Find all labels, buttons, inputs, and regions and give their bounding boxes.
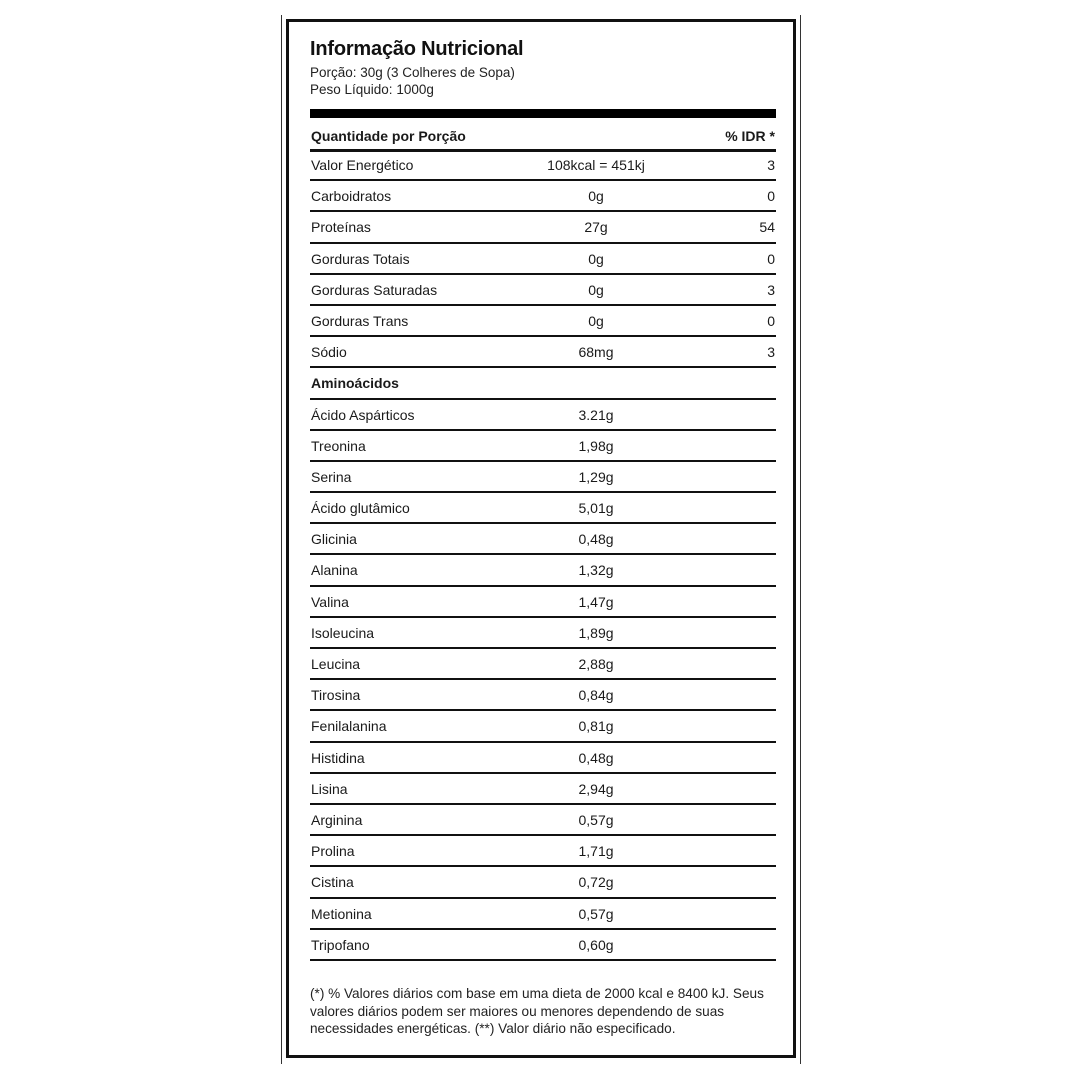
nutrient-amount: 0g (588, 250, 604, 267)
net-weight-text: Peso Líquido: 1000g (310, 82, 434, 97)
nutrient-amount: 0,72g (578, 874, 614, 891)
nutrient-amount: 2,94g (578, 780, 614, 797)
header-quantity: Quantidade por Porção (311, 128, 466, 144)
table-row: Glicinia 0,48g (310, 524, 776, 556)
nutrient-name: Ácido Aspárticos (311, 406, 415, 423)
nutrient-name: Metionina (311, 905, 372, 922)
nutrient-amount: 1,29g (578, 468, 614, 485)
nutrient-amount: 0g (588, 312, 604, 329)
nutrient-amount: 0g (588, 188, 604, 205)
nutrient-idr: 0 (767, 188, 775, 205)
table-row: Treonina 1,98g (310, 431, 776, 462)
nutrient-name: Serina (311, 468, 352, 485)
table-row: Arginina 0,57g (310, 805, 776, 837)
label-title: Informação Nutricional (310, 38, 524, 60)
nutrient-amount: 27g (584, 219, 608, 236)
nutrient-amount: 1,98g (578, 437, 614, 454)
table-row: Proteínas 27g 54 (310, 212, 776, 244)
nutrient-idr: 3 (767, 281, 775, 298)
nutrient-name: Cistina (311, 874, 354, 891)
nutrient-amount: 0g (588, 281, 604, 298)
nutrient-idr: 54 (759, 219, 775, 236)
table-row: Ácido glutâmico 5,01g (310, 493, 776, 525)
nutrient-amount: 0,84g (578, 687, 614, 704)
table-row: Carboidratos 0g 0 (310, 181, 776, 213)
nutrient-amount: 0,81g (578, 718, 614, 735)
table-row: Leucina 2,88g (310, 649, 776, 681)
nutrient-amount: 1,32g (578, 562, 614, 579)
nutrient-name: Ácido glutâmico (311, 500, 410, 517)
table-row: Serina 1,29g (310, 462, 776, 494)
nutrient-name: Aminoácidos (311, 375, 399, 392)
nutrient-amount: 3.21g (578, 406, 614, 423)
nutrient-name: Glicinia (311, 531, 357, 548)
table-row: Gorduras Totais 0g 0 (310, 244, 776, 275)
nutrient-amount: 0,57g (578, 905, 614, 922)
nutrition-facts-label: Informação Nutricional Porção: 30g (3 Co… (286, 19, 796, 1058)
table-row: Valina 1,47g (310, 587, 776, 618)
nutrient-amount: 1,71g (578, 843, 614, 860)
nutrient-name: Valor Energético (311, 157, 414, 173)
nutrient-amount: 108kcal = 451kj (547, 157, 645, 173)
nutrient-name: Treonina (311, 437, 366, 454)
table-row: Gorduras Trans 0g 0 (310, 306, 776, 338)
table-header: Quantidade por Porção % IDR * (310, 126, 776, 152)
nutrient-name: Prolina (311, 843, 355, 860)
nutrient-idr: 3 (767, 157, 775, 173)
nutrient-name: Leucina (311, 656, 361, 672)
nutrient-name: Tripofano (311, 936, 370, 953)
nutrient-name: Tirosina (311, 687, 361, 704)
table-row: Alanina 1,32g (310, 555, 776, 587)
nutrient-name: Gorduras Totais (311, 250, 410, 267)
nutrient-amount: 1,89g (578, 624, 614, 641)
left-border-line (281, 15, 282, 1064)
table-row: Tirosina 0,84g (310, 680, 776, 712)
table-row: Lisina 2,94g (310, 774, 776, 805)
table-row: Isoleucina 1,89g (310, 618, 776, 649)
nutrient-name: Isoleucina (311, 624, 375, 641)
table-row: Histidina 0,48g (310, 743, 776, 774)
nutrient-name: Alanina (311, 562, 358, 579)
footnote: (*) % Valores diários com base em uma di… (310, 986, 764, 1036)
nutrition-table: Valor Energético 108kcal = 451kj 3 Carboidr… (310, 150, 776, 961)
header-idr: % IDR * (725, 128, 775, 144)
table-row: Fenilalanina 0,81g (310, 711, 776, 743)
nutrient-name: Gorduras Saturadas (311, 281, 438, 298)
nutrient-name: Carboidratos (311, 188, 392, 205)
portion-text: Porção: 30g (3 Colheres de Sopa) (310, 65, 515, 80)
nutrient-idr: 3 (767, 344, 775, 361)
table-row: Prolina 1,71g (310, 836, 776, 868)
nutrient-amount: 0,48g (578, 531, 614, 548)
right-border-line (800, 15, 801, 1064)
nutrient-amount: 5,01g (578, 500, 614, 517)
nutrient-name: Valina (311, 593, 349, 610)
table-row: Valor Energético 108kcal = 451kj 3 (310, 150, 776, 182)
nutrient-amount: 0,57g (578, 811, 614, 828)
nutrient-name: Fenilalanina (311, 718, 387, 735)
section-header-row: Aminoácidos (310, 368, 776, 400)
nutrient-idr: 0 (767, 312, 775, 329)
nutrient-name: Gorduras Trans (311, 312, 409, 329)
table-row: Gorduras Saturadas 0g 3 (310, 275, 776, 306)
nutrient-name: Lisina (311, 780, 348, 797)
table-row: Sódio 68mg 3 (310, 337, 776, 369)
nutrient-amount: 68mg (578, 344, 614, 361)
nutrient-amount: 1,47g (578, 593, 614, 610)
nutrient-amount: 0,48g (578, 749, 614, 766)
nutrient-name: Histidina (311, 749, 365, 766)
nutrient-amount: 2,88g (578, 656, 614, 672)
table-row: Cistina 0,72g (310, 867, 776, 899)
nutrient-name: Sódio (311, 344, 347, 361)
table-row: Tripofano 0,60g (310, 930, 776, 961)
table-row: Metionina 0,57g (310, 899, 776, 930)
nutrient-amount: 0,60g (578, 936, 614, 953)
nutrient-name: Arginina (311, 811, 363, 828)
table-row: Ácido Aspárticos 3.21g (310, 400, 776, 431)
nutrient-idr: 0 (767, 250, 775, 267)
thick-divider (310, 109, 776, 118)
nutrient-name: Proteínas (311, 219, 371, 236)
